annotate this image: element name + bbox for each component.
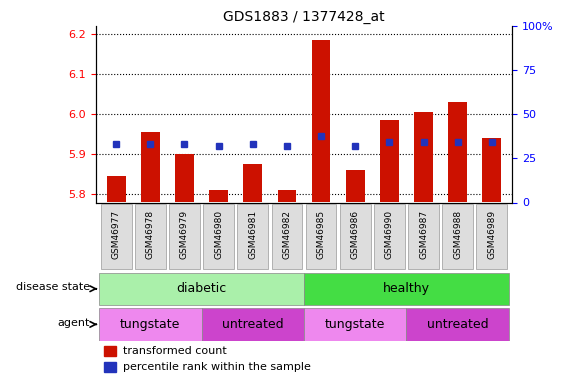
FancyBboxPatch shape [135,204,166,268]
Bar [99,308,202,340]
Bar [99,273,304,305]
Bar [104,362,116,372]
FancyBboxPatch shape [169,204,200,268]
Text: percentile rank within the sample: percentile rank within the sample [123,362,311,372]
Text: GSM46985: GSM46985 [316,210,325,260]
Bar [202,308,304,340]
Bar [346,171,365,202]
Text: tungstate: tungstate [120,318,181,331]
Text: healthy: healthy [383,282,430,295]
Title: GDS1883 / 1377428_at: GDS1883 / 1377428_at [223,10,385,24]
FancyBboxPatch shape [408,204,439,268]
FancyBboxPatch shape [238,204,268,268]
Text: GSM46979: GSM46979 [180,210,189,260]
Bar [448,102,467,202]
Text: tungstate: tungstate [325,318,386,331]
FancyBboxPatch shape [476,204,507,268]
Bar [304,308,406,340]
Bar [312,40,330,203]
Text: diabetic: diabetic [176,282,227,295]
FancyBboxPatch shape [101,204,132,268]
FancyBboxPatch shape [443,204,473,268]
FancyBboxPatch shape [374,204,405,268]
Bar [304,273,509,305]
FancyBboxPatch shape [203,204,234,268]
Bar [380,120,399,202]
Bar [141,132,160,202]
Bar [482,138,501,202]
Text: GSM46987: GSM46987 [419,210,428,260]
Bar [175,154,194,203]
Bar [406,308,509,340]
Bar [414,112,433,202]
Text: transformed count: transformed count [123,346,226,356]
Bar [243,165,262,202]
Text: agent: agent [57,318,90,328]
FancyBboxPatch shape [340,204,370,268]
Text: GSM46986: GSM46986 [351,210,360,260]
Text: GSM46982: GSM46982 [283,210,292,260]
Text: GSM46981: GSM46981 [248,210,257,260]
Text: disease state: disease state [16,282,90,292]
Bar [209,190,228,202]
Text: GSM46989: GSM46989 [488,210,497,260]
Bar [107,177,126,203]
Text: GSM46980: GSM46980 [214,210,223,260]
Text: GSM46988: GSM46988 [453,210,462,260]
FancyBboxPatch shape [306,204,337,268]
Text: untreated: untreated [427,318,489,331]
Bar [104,346,116,356]
Text: untreated: untreated [222,318,284,331]
Text: GSM46977: GSM46977 [111,210,120,260]
Text: GSM46990: GSM46990 [385,210,394,260]
Text: GSM46978: GSM46978 [146,210,155,260]
FancyBboxPatch shape [271,204,302,268]
Bar [278,190,296,202]
